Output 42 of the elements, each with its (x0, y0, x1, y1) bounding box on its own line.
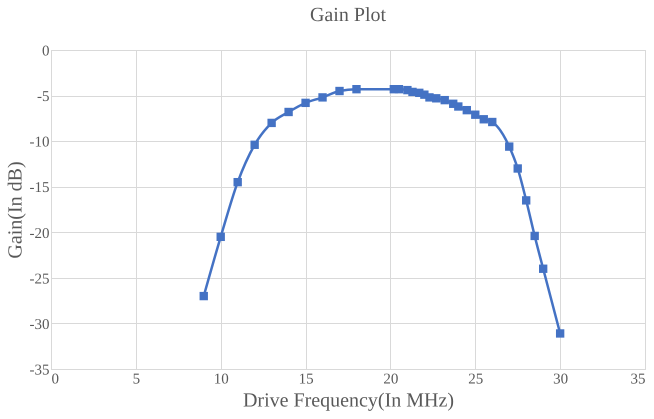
x-tick-label: 25 (468, 372, 484, 388)
y-tick-label: -15 (30, 180, 50, 196)
x-tick-label: 5 (132, 372, 140, 388)
y-tick-label: -5 (37, 89, 50, 106)
y-tick-label: -35 (30, 362, 50, 378)
y-tick-label: -10 (30, 134, 50, 151)
point (216, 232, 225, 242)
x-tick-label: 15 (298, 372, 314, 388)
x-tick-label: 30 (553, 372, 568, 388)
y-tick-label: 0 (42, 44, 50, 60)
x-tick-label: 35 (630, 372, 646, 388)
x-axis-title: Drive Frequency(In MHz) (242, 390, 454, 412)
point (505, 142, 514, 151)
point (234, 178, 242, 186)
point (522, 196, 530, 205)
point (301, 98, 310, 108)
point (480, 115, 488, 124)
chart-title: Gain Plot (310, 4, 386, 26)
point (471, 110, 480, 119)
point (454, 102, 462, 111)
y-tick-label: -25 (30, 271, 50, 288)
point (267, 118, 276, 128)
point (488, 118, 496, 126)
point (284, 108, 293, 116)
point (394, 85, 404, 94)
point (200, 292, 208, 300)
y-tick-label: -20 (30, 226, 50, 242)
point (335, 86, 344, 96)
point (514, 164, 522, 173)
x-tick-label: 20 (383, 372, 398, 388)
point (440, 96, 449, 104)
point (318, 93, 327, 102)
x-tick-label: 10 (214, 372, 229, 388)
point (556, 329, 564, 338)
point (462, 106, 471, 114)
point (538, 264, 548, 273)
point (250, 140, 259, 149)
point (432, 94, 440, 102)
point (352, 85, 361, 94)
y-axis-title: Gain(In dB) (4, 161, 27, 259)
y-tick-label: -30 (30, 316, 50, 333)
point (530, 232, 539, 240)
